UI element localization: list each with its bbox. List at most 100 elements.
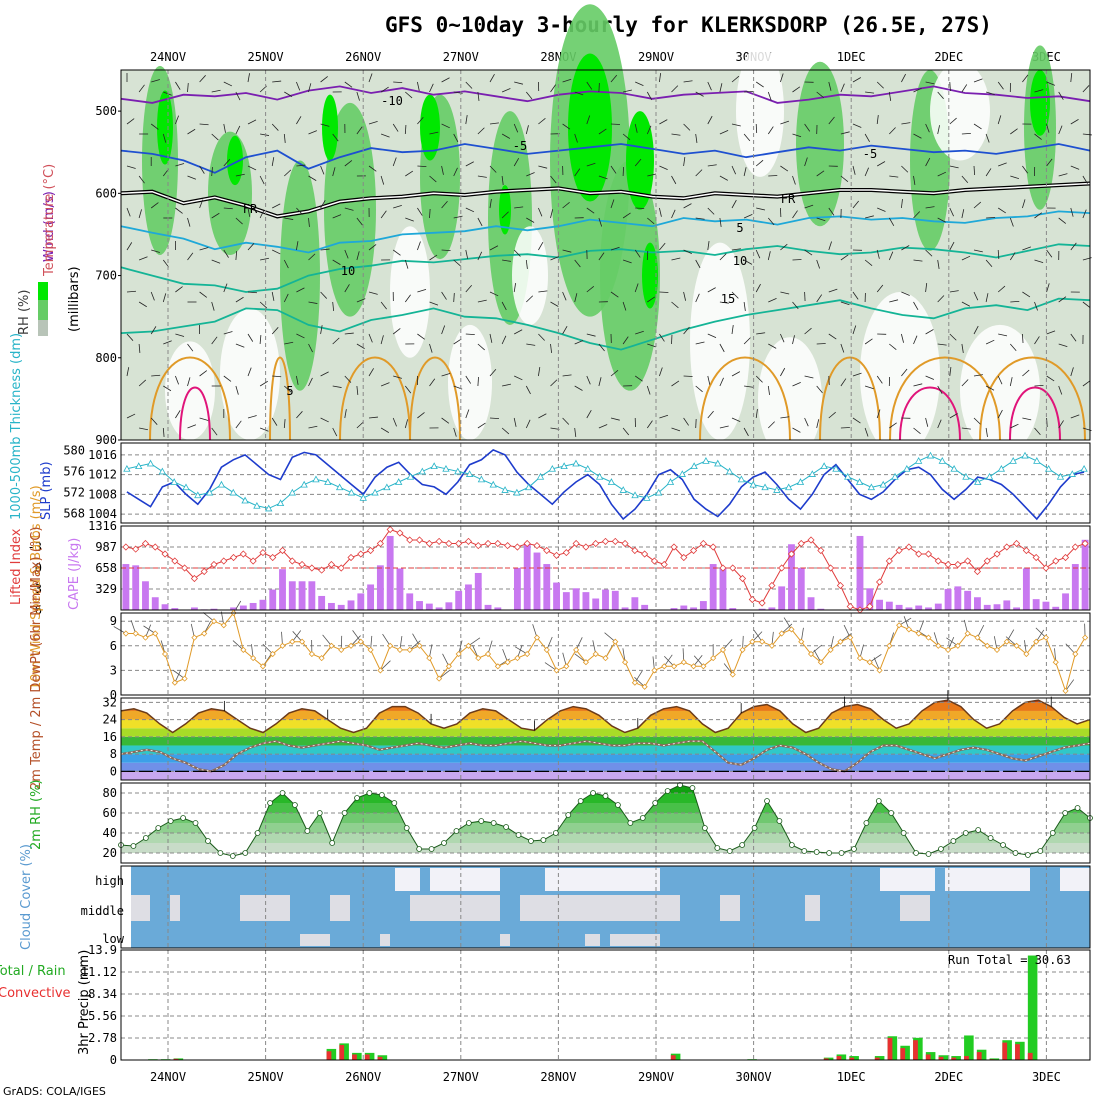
wind10-point [651,667,658,674]
wind-barb [1010,300,1020,303]
wind-barb [562,291,567,301]
cape-bar [279,569,286,610]
wind-barb [562,123,571,130]
bottom-date-label: 25NOV [248,1070,284,1084]
rh-legend-grey [38,320,48,336]
wind-barb [622,336,629,345]
wind-barb [586,162,596,167]
cape-bar [190,607,198,610]
wind-barb [513,283,517,293]
li-point [836,581,844,590]
slp-ylabel: SLP (mb) [39,461,54,520]
wind-barb [150,202,159,209]
wind-barb [477,175,487,178]
wind-barb [949,333,957,341]
wind-barb [538,290,548,293]
wind10-point [210,618,218,625]
wind-barb [139,427,149,431]
panel-frame [120,442,1091,524]
wind-barb [453,338,462,345]
li-point [1003,543,1011,551]
wind10-barb [946,637,959,647]
thickness-point [477,475,486,483]
wind-barb [380,301,387,310]
wind-barb [175,333,185,337]
wind-barb [1022,74,1029,83]
wind10-point [582,659,589,666]
rh-point [279,790,286,796]
wind-barb [223,375,232,382]
wind-barb [985,133,990,143]
wind-barb [259,175,265,185]
wind-barb [1022,369,1030,377]
wind-barb [489,333,493,343]
wind-barb [780,243,788,251]
wind-barb [961,175,969,184]
wind-barb [429,378,436,387]
isotherm-label: -10 [381,94,403,108]
wind-barb [634,249,641,258]
temp-band [121,728,1090,737]
wind-barb [356,91,360,101]
wind-barb [308,343,313,353]
wind-barb [852,123,862,128]
li-point [944,560,952,569]
wind-barb [598,217,603,227]
wind-barb [138,175,145,184]
cape-bar [533,552,541,610]
wind-barb [852,372,862,377]
rh-green-blob [642,242,658,309]
cape-bar [621,607,629,610]
wind-barb [126,165,136,169]
wind-barb [441,165,444,175]
wind-barb [259,301,268,309]
wind-barb [162,427,165,438]
thickness-point [619,486,627,493]
wind10-point [1023,650,1030,658]
thickness-point [584,464,592,472]
wind-barb [864,385,874,390]
top-date-label: 24NOV [150,50,186,64]
wind-barb [647,217,655,225]
wind-barb [574,293,578,303]
wind-barb [622,212,631,219]
rh-point [503,824,510,830]
wind-barb [405,217,414,222]
wind-barb [525,125,529,135]
temp-tick: 0 [110,764,117,778]
li-point [641,550,649,558]
wind10-point [759,638,766,645]
wind10-point [406,646,413,653]
cape-bar [611,590,619,610]
cape-ylabel: CAPE (J/kg) [67,538,82,610]
wind-barb [913,427,921,434]
wind-barb [308,253,316,261]
li-point [631,546,639,555]
wind-barb [865,91,875,94]
wind-barb [586,81,593,90]
wind-barb [332,259,341,265]
wind-barb [731,248,741,251]
cape-bar [142,581,149,610]
rh-point [292,802,298,808]
wind-barb [925,417,929,427]
li-point [611,537,619,545]
rh-point [788,842,795,848]
wind-barb [852,417,861,424]
wind-barb [405,91,413,99]
wind-barb [997,249,1000,260]
wind-barb [683,157,686,167]
wind10-point [886,642,893,649]
wind-barb [707,287,716,293]
bottom-date-label: 28NOV [540,1070,576,1084]
wind-barb [792,86,801,93]
li-point [269,553,277,562]
cape-bar [768,607,776,610]
wind-barb [332,301,335,311]
precip-tick: 13.9 [88,943,117,957]
wind-barb [283,293,289,303]
wind-barb [465,333,475,336]
wind-barb [1070,242,1077,251]
wind-barb [417,207,423,216]
wind-barb [973,201,982,209]
